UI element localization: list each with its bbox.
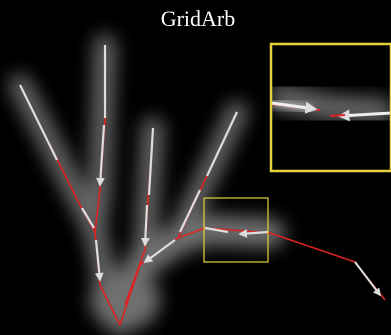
page: GridArb (() => { const data = JSON.parse… xyxy=(0,0,391,335)
figure: GridArb xyxy=(0,0,391,335)
figure-title: GridArb xyxy=(161,6,236,31)
inset xyxy=(271,44,391,171)
